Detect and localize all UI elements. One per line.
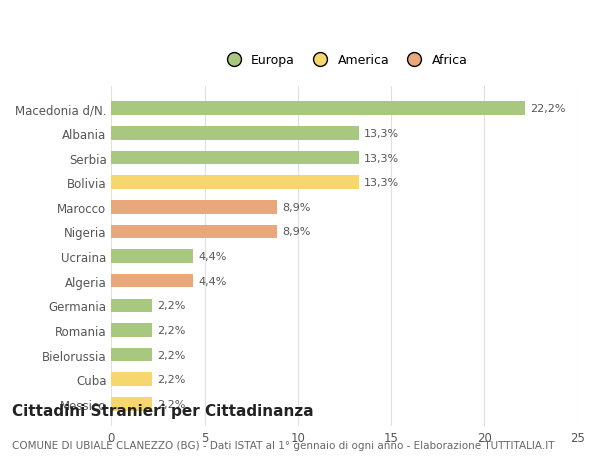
Text: 2,2%: 2,2% [157,301,185,311]
Bar [112,397,152,411]
Bar [112,324,152,337]
Bar [112,151,359,165]
Text: COMUNE DI UBIALE CLANEZZO (BG) - Dati ISTAT al 1° gennaio di ogni anno - Elabora: COMUNE DI UBIALE CLANEZZO (BG) - Dati IS… [12,440,554,450]
Text: 22,2%: 22,2% [530,104,566,114]
Text: 2,2%: 2,2% [157,350,185,360]
Bar [112,348,152,362]
Text: 8,9%: 8,9% [282,227,310,237]
Bar [112,299,152,313]
Bar [112,201,277,214]
Text: 13,3%: 13,3% [364,153,399,163]
Bar [112,176,359,190]
Text: 13,3%: 13,3% [364,129,399,139]
Text: Cittadini Stranieri per Cittadinanza: Cittadini Stranieri per Cittadinanza [12,403,314,418]
Bar [112,127,359,140]
Bar [112,373,152,386]
Bar [112,250,193,263]
Bar [112,274,193,288]
Text: 4,4%: 4,4% [198,276,226,286]
Text: 13,3%: 13,3% [364,178,399,188]
Text: 8,9%: 8,9% [282,202,310,213]
Text: 2,2%: 2,2% [157,325,185,335]
Text: 4,4%: 4,4% [198,252,226,262]
Bar [112,225,277,239]
Text: 2,2%: 2,2% [157,399,185,409]
Text: 2,2%: 2,2% [157,375,185,385]
Bar [112,102,526,116]
Legend: Europa, America, Africa: Europa, America, Africa [216,49,473,72]
